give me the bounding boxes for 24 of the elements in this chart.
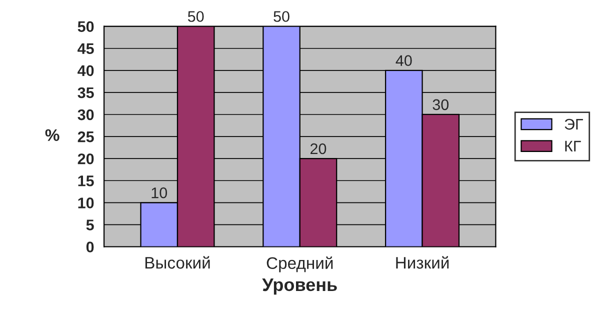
x-tick-label: Высокий (145, 256, 210, 269)
y-tick-label: 35 (78, 87, 94, 98)
y-tick-label: 50 (78, 21, 94, 32)
y-tick-label: 20 (78, 153, 94, 164)
y-tick-label: 5 (86, 220, 94, 230)
data-label: 30 (432, 99, 449, 110)
data-label: 10 (152, 187, 168, 198)
data-label: 40 (396, 55, 412, 66)
y-tick-label: 15 (78, 176, 94, 186)
data-label: 50 (274, 11, 290, 22)
x-axis-title: Уровень (262, 278, 337, 295)
y-tick-label: 30 (78, 109, 94, 120)
y-tick-label: 0 (86, 242, 94, 252)
y-tick-label: 10 (78, 198, 94, 208)
x-tick-label: Средний (266, 256, 333, 272)
data-label: 20 (310, 143, 326, 154)
legend-label: ЭГ (564, 118, 583, 130)
x-tick-label: Низкий (396, 256, 449, 269)
y-tick-label: 40 (78, 65, 94, 76)
data-label: 50 (188, 11, 204, 22)
y-axis-title: % (45, 129, 60, 141)
y-tick-label: 25 (78, 131, 94, 142)
y-tick-label: 45 (78, 43, 94, 54)
legend-label: КГ (565, 140, 581, 152)
